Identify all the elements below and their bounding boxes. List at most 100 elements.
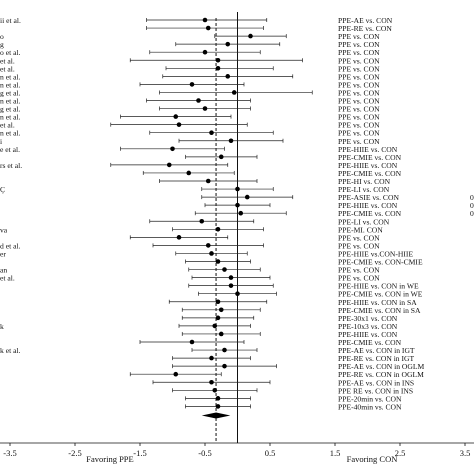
comparison-label: PPE-HIIE vs. CON in WE [338, 282, 419, 291]
comparison-label: PPE vs. CON [338, 72, 380, 81]
effect-rows [110, 12, 313, 443]
study-label: n et al. [0, 97, 21, 106]
study-label: g [0, 40, 4, 49]
effect-point [215, 259, 221, 264]
comparison-label: PPE vs. CON [338, 48, 380, 57]
effect-point [166, 162, 172, 168]
study-label: o et al. [0, 48, 21, 57]
effect-point [228, 283, 234, 288]
comparison-label: PPE vs. CON [338, 137, 380, 146]
comparison-label: PPE vs. CON [338, 97, 380, 106]
effect-point [228, 138, 234, 144]
comparison-label: PPE-30x1 vs. CON [338, 314, 398, 323]
right-edge-digit: 0 [470, 193, 474, 202]
study-label: g et al. [0, 105, 21, 114]
effect-point [170, 146, 175, 152]
comparison-label: PPE-HIIE vs. CON [338, 145, 398, 154]
effect-point [189, 82, 195, 87]
study-label: n et al. [0, 129, 21, 138]
x-axis: -3.5 -2.5 -1.5 -0.5 0.5 1.5 2.5 3.5 [0, 442, 474, 458]
x-tick-label: -2.5 [68, 448, 81, 458]
effect-point [235, 291, 240, 297]
study-label: et al. [0, 121, 15, 130]
comparison-label: PPE-HIIE vs. CON [338, 330, 398, 339]
effect-point [238, 210, 244, 216]
favoring-ppe-label: Favoring PPE [86, 454, 133, 464]
effect-point [202, 49, 208, 55]
study-label: va [0, 225, 8, 234]
study-label: d et al. [0, 241, 21, 250]
effect-point [186, 170, 192, 176]
comparison-label: PPE-RE vs. CON in OGLM [338, 370, 424, 379]
comparison-label: PPE-AE vs. CON in INS [338, 378, 414, 387]
effect-point [212, 388, 218, 393]
right-edge-digit: 0 [470, 209, 474, 218]
comparison-label: PPE vs. CON [338, 113, 380, 122]
pooled-diamond [201, 412, 231, 419]
x-tick-label: -0.5 [198, 448, 211, 458]
comparison-label: PPE-HI vs. CON [338, 177, 391, 186]
x-tick-label: -1.5 [133, 448, 146, 458]
study-label: k [0, 322, 4, 331]
study-label: et al. [0, 64, 15, 73]
comparison-label: PPE-RE vs. CON [338, 24, 392, 33]
comparison-label: PPE RE vs. CON in INS [338, 386, 413, 395]
effect-point [189, 339, 195, 345]
study-label: g et al. [0, 88, 21, 97]
effect-point [215, 404, 221, 409]
effect-point [196, 98, 201, 103]
effect-point [248, 33, 253, 39]
effect-point [209, 251, 214, 256]
study-label: e et al. [0, 145, 20, 154]
effect-point [199, 218, 205, 224]
comparison-label: PPE vs. CON [338, 105, 380, 114]
comparison-label: PPE-HIIE vs. CON [338, 161, 398, 170]
study-labels: ii et al.ogo et al.et al.et al.n et al.n… [0, 16, 474, 355]
comparison-label: PPE-AE vs. CON in IGT [338, 346, 415, 355]
effect-point [244, 194, 250, 200]
effect-point [218, 307, 224, 313]
study-label: et al. [0, 274, 15, 283]
effect-point [222, 267, 227, 272]
comparison-label: PPE vs. CON [338, 121, 380, 130]
comparison-label: PPE vs. CON [338, 56, 380, 65]
effect-point [202, 106, 208, 111]
effect-point [228, 275, 234, 280]
comparison-label: PPE-CMIE vs. CON [338, 169, 402, 178]
effect-point [235, 202, 240, 208]
effect-point [218, 331, 224, 337]
study-label: er [0, 249, 6, 258]
effect-point [205, 178, 211, 184]
effect-point [212, 323, 218, 329]
effect-point [215, 299, 221, 305]
effect-point [222, 363, 227, 369]
comparison-label: PPE vs. CON [338, 129, 380, 138]
comparison-label: PPE-CMIE vs. CON [338, 153, 402, 162]
comparison-label: PPE-HIIE vs. CON [338, 201, 398, 210]
effect-point [218, 154, 224, 160]
effect-point [205, 243, 211, 248]
comparison-label: PPE-CMIE vs. CON in WE [338, 290, 423, 299]
comparison-label: PPE-10x3 vs. CON [338, 322, 398, 331]
study-label: n et al. [0, 113, 21, 122]
comparison-label: PPE vs. CON [338, 80, 380, 89]
comparison-label: PPE vs. CON [338, 32, 380, 41]
comparison-label: PPE-AE vs. CON in OGLM [338, 362, 425, 371]
comparison-label: PPE vs. CON [338, 274, 380, 283]
effect-point [231, 90, 237, 95]
favoring-con-label: Favoring CON [347, 454, 398, 464]
study-label: i [0, 137, 2, 146]
effect-point [209, 379, 214, 385]
axis-text: Favoring PPE Favoring CON [86, 454, 397, 464]
effect-point [176, 235, 182, 240]
study-label: an [0, 266, 7, 275]
effect-point [215, 227, 221, 232]
comparison-label: PPE vs. CON [338, 241, 380, 250]
comparison-label: PPE-CMIE vs. CON [338, 338, 402, 347]
study-label: Ç [0, 185, 5, 194]
comparison-label: PPE-CMIE vs. CON in SA [338, 306, 421, 315]
effect-point [215, 396, 221, 401]
comparison-label: PPE vs. CON [338, 233, 380, 242]
effect-point [202, 17, 208, 23]
